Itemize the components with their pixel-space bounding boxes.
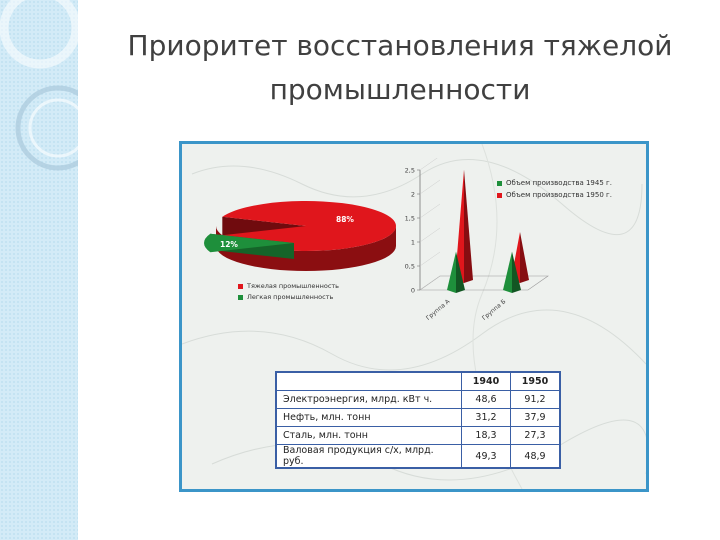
legend-swatch-green: [238, 294, 243, 300]
table-header-row: 1940 1950: [275, 371, 561, 391]
cone-face-right: [456, 251, 465, 293]
cone-face-left: [455, 169, 464, 283]
pie-slice-large-top: [222, 201, 396, 251]
pie-legend-label: Легкая промышленность: [247, 293, 334, 301]
legend-swatch-green: [497, 180, 502, 186]
pie-label-large: 88%: [336, 215, 354, 224]
table-cell-1940: 49,3: [461, 444, 511, 469]
table-header-cell: 1940: [461, 371, 511, 391]
cone-legend-item: Объем производства 1950 г.: [497, 189, 612, 201]
cone-legend-label: Объем производства 1945 г.: [506, 179, 612, 187]
side-decoration-band: [0, 0, 78, 540]
pie-slice-small: [204, 233, 294, 259]
pie-legend-item: Легкая промышленность: [238, 292, 339, 303]
cone-face-right: [464, 169, 473, 283]
cone-face-right: [520, 232, 529, 283]
table-row: Электроэнергия, млрд. кВт ч. 48,6 91,2: [275, 390, 561, 409]
x-category-label: Группа А: [425, 298, 452, 322]
y-tick-label: 2,5: [405, 167, 415, 175]
cone-face-right: [512, 251, 521, 293]
table-cell-label: Сталь, млн. тонн: [275, 426, 462, 445]
table-row: Нефть, млн. тонн 31,2 37,9: [275, 408, 561, 427]
gridline: [419, 275, 441, 291]
pie-legend-label: Тяжелая промышленность: [247, 282, 340, 290]
table-cell-1940: 48,6: [461, 390, 511, 409]
decorative-circles: [0, 0, 78, 171]
table-header-cell: [275, 371, 462, 391]
pie-label-small: 12%: [220, 240, 238, 249]
table-cell-1950: 37,9: [510, 408, 561, 427]
cone-legend-item: Объем производства 1945 г.: [497, 177, 612, 189]
cone-green: [503, 251, 521, 293]
pie-legend-item: Тяжелая промышленность: [238, 281, 339, 292]
chart-floor: [419, 275, 549, 291]
table-row: Валовая продукция с/х, млрд. руб. 49,3 4…: [275, 444, 561, 469]
table-cell-label: Электроэнергия, млрд. кВт ч.: [275, 390, 462, 409]
slide-title: Приоритет восстановления тяжелой промышл…: [100, 24, 700, 112]
table-cell-1950: 27,3: [510, 426, 561, 445]
gridline: [419, 227, 441, 243]
table-row: Сталь, млн. тонн 18,3 27,3: [275, 426, 561, 445]
cone-legend-label: Объем производства 1950 г.: [506, 191, 612, 199]
chart-figure: 88% 12% Тяжелая промышленность Легкая про…: [179, 141, 649, 492]
pie-slice-large-side: [216, 226, 396, 271]
gridline: [419, 158, 438, 171]
table-cell-1940: 18,3: [461, 426, 511, 445]
slide-title-line-1: Приоритет восстановления тяжелой: [127, 29, 673, 62]
table-cell-1950: 91,2: [510, 390, 561, 409]
legend-swatch-red: [497, 192, 502, 198]
table-cell-1940: 31,2: [461, 408, 511, 427]
pie-slice-small-top: [204, 233, 294, 253]
table-header-cell: 1950: [510, 371, 561, 391]
cone-legend: Объем производства 1945 г. Объем произво…: [497, 177, 612, 201]
table-cell-1950: 48,9: [510, 444, 561, 469]
slide-title-line-2: промышленности: [269, 73, 531, 106]
y-tick-label: 2: [411, 191, 415, 199]
cone-red: [455, 169, 473, 283]
y-tick-label: 1,5: [405, 215, 415, 223]
pie-legend: Тяжелая промышленность Легкая промышленн…: [238, 281, 339, 303]
gridline: [419, 203, 441, 219]
cone-face-left: [503, 251, 512, 293]
x-category-label: Группа Б: [481, 298, 507, 322]
gridline: [419, 179, 441, 195]
production-table: 1940 1950 Электроэнергия, млрд. кВт ч. 4…: [275, 371, 561, 469]
y-tick-label: 0,5: [405, 263, 415, 271]
table-cell-label: Валовая продукция с/х, млрд. руб.: [275, 444, 462, 469]
cone-chart: 0 0,5 1 1,5 2 2,5 Группа А Группа Б: [405, 158, 549, 322]
gridline: [419, 251, 441, 267]
pie-chart: 88% 12%: [204, 201, 396, 271]
y-tick-label: 1: [411, 239, 415, 247]
pie-slice-large: [216, 201, 396, 271]
legend-swatch-red: [238, 283, 243, 289]
cone-face-left: [447, 251, 456, 293]
cone-green: [447, 251, 465, 293]
table-cell-label: Нефть, млн. тонн: [275, 408, 462, 427]
y-tick-label: 0: [411, 287, 415, 295]
